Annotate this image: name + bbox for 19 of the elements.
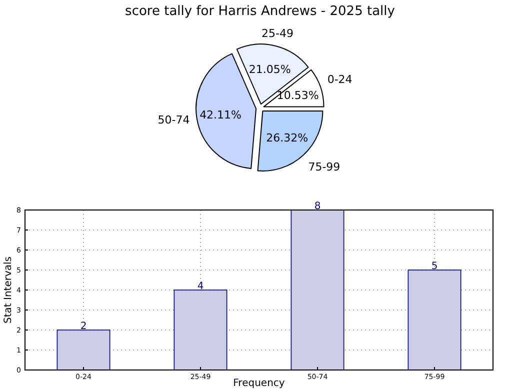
data-label: 21.05% [248, 63, 291, 76]
bar [290, 210, 344, 370]
slice-label: 25-49 [261, 26, 294, 40]
data-label: 42.11% [200, 108, 242, 122]
y-axis-title: Stat Intervals [3, 256, 14, 324]
slice-label: 0-24 [327, 72, 352, 86]
x-axis-title: Frequency [233, 378, 285, 389]
data-label: 5 [431, 261, 438, 272]
data-label: 2 [80, 321, 87, 332]
data-label: 4 [197, 281, 204, 292]
slice-label: 50-74 [158, 114, 190, 127]
bar [174, 290, 228, 370]
slice-label: 75-99 [308, 160, 340, 174]
bar [408, 270, 462, 370]
chart-title: score tally for Harris Andrews - 2025 tally [125, 4, 396, 19]
bar [56, 330, 110, 370]
data-label: 10.53% [276, 89, 319, 102]
data-label: 8 [314, 201, 321, 212]
data-label: 26.32% [266, 131, 308, 144]
